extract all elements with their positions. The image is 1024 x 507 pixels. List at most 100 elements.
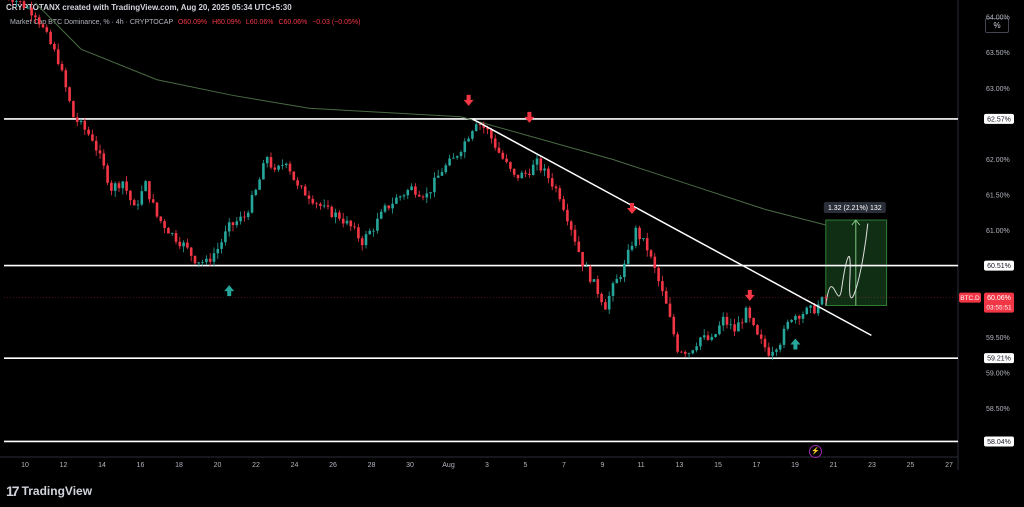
x-tick-label: 28 (368, 462, 376, 469)
candle-body (744, 307, 748, 323)
candle-body (813, 305, 816, 314)
candle-body (349, 220, 353, 227)
symbol-tag: BTC.D (960, 295, 980, 302)
candle-body (600, 293, 603, 303)
candle-body (725, 316, 729, 325)
candle-body (311, 198, 315, 204)
candle-body (433, 177, 436, 193)
candle-body (212, 253, 216, 262)
candle-body (623, 263, 626, 278)
candle-body (729, 324, 733, 326)
candle-body (596, 279, 600, 294)
candle-body (509, 162, 512, 169)
candle-body (334, 212, 337, 218)
candle-body (657, 267, 660, 282)
candle-body (151, 199, 155, 203)
level-label: 59.21% (987, 356, 1011, 363)
candle-body (721, 316, 725, 326)
candle-body (345, 220, 349, 224)
candle-body (516, 174, 520, 179)
level-label: 60.51% (987, 263, 1011, 270)
candle-body (372, 230, 375, 232)
candle-body (566, 209, 569, 222)
candle-body (691, 350, 695, 354)
candle-body (68, 87, 71, 102)
x-tick-label: Aug (442, 462, 455, 469)
down-arrow-icon (524, 111, 535, 123)
candle-body (630, 245, 634, 250)
x-tick-label: 18 (175, 462, 183, 469)
candle-body (547, 168, 550, 179)
candle-body (319, 203, 322, 206)
candle-body (467, 138, 470, 142)
candle-body (227, 222, 231, 232)
candle-body (265, 157, 269, 164)
candle-body (482, 124, 486, 128)
x-tick-label: 25 (907, 462, 915, 469)
candle-body (695, 346, 698, 351)
candle-body (444, 165, 448, 173)
candle-body (805, 307, 809, 315)
symbol-legend[interactable]: Market Cap BTC Dominance, % · 4h · CRYPT… (10, 19, 360, 26)
candle-body (53, 43, 56, 50)
candle-body (368, 230, 372, 235)
candle-body (706, 335, 710, 340)
candle-body (379, 211, 383, 219)
candle-body (714, 334, 717, 337)
candle-body (395, 197, 398, 204)
candle-body (801, 314, 805, 319)
candle-body (414, 186, 417, 195)
candle-body (672, 316, 676, 335)
candle-body (406, 189, 410, 196)
candle-body (611, 283, 615, 296)
candle-body (524, 172, 527, 174)
moving-average-line (35, 2, 826, 226)
x-tick-label: 10 (21, 462, 29, 469)
candle-body (501, 152, 505, 159)
y-tick-label: 58.50% (986, 406, 1010, 413)
candle-body (543, 168, 546, 171)
candle-body (83, 120, 87, 130)
up-arrow-icon (224, 285, 235, 297)
candle-body (634, 227, 638, 246)
candle-body (645, 238, 649, 251)
candle-body (740, 322, 744, 324)
candle-body (626, 249, 630, 264)
candle-body (79, 120, 83, 122)
candle-timer: 03:55:51 (986, 305, 1012, 312)
x-tick-label: 12 (60, 462, 68, 469)
x-tick-label: 27 (945, 462, 953, 469)
candle-body (364, 234, 368, 246)
candle-body (182, 242, 185, 247)
x-tick-label: 13 (676, 462, 684, 469)
level-label-box (984, 260, 1014, 271)
flash-icon[interactable]: ⚡ (809, 445, 822, 458)
candle-body (45, 27, 49, 32)
x-tick-label: 15 (714, 462, 722, 469)
candle-body (11, 0, 14, 2)
candle-body (607, 295, 611, 310)
candle-body (216, 248, 220, 254)
level-label-box (984, 436, 1014, 447)
candle-body (60, 64, 64, 71)
projection-path (825, 223, 869, 306)
candle-body (763, 338, 767, 348)
candle-body (581, 251, 584, 267)
candle-body (163, 221, 166, 229)
candle-body (649, 250, 653, 257)
candle-body (262, 163, 265, 180)
candle-body (288, 163, 292, 172)
candle-body (615, 278, 619, 284)
candle-body (353, 226, 356, 228)
candle-body (398, 196, 402, 198)
y-tick-label: 62.00% (986, 157, 1010, 164)
percent-scale-button[interactable]: % (985, 18, 1009, 33)
x-tick-label: 23 (868, 462, 876, 469)
current-price-label: 60.06% (987, 295, 1011, 302)
candle-body (307, 195, 311, 199)
projection-arrow-head (851, 219, 861, 226)
candle-body (284, 163, 288, 166)
candle-body (376, 218, 379, 231)
candle-body (535, 158, 539, 165)
